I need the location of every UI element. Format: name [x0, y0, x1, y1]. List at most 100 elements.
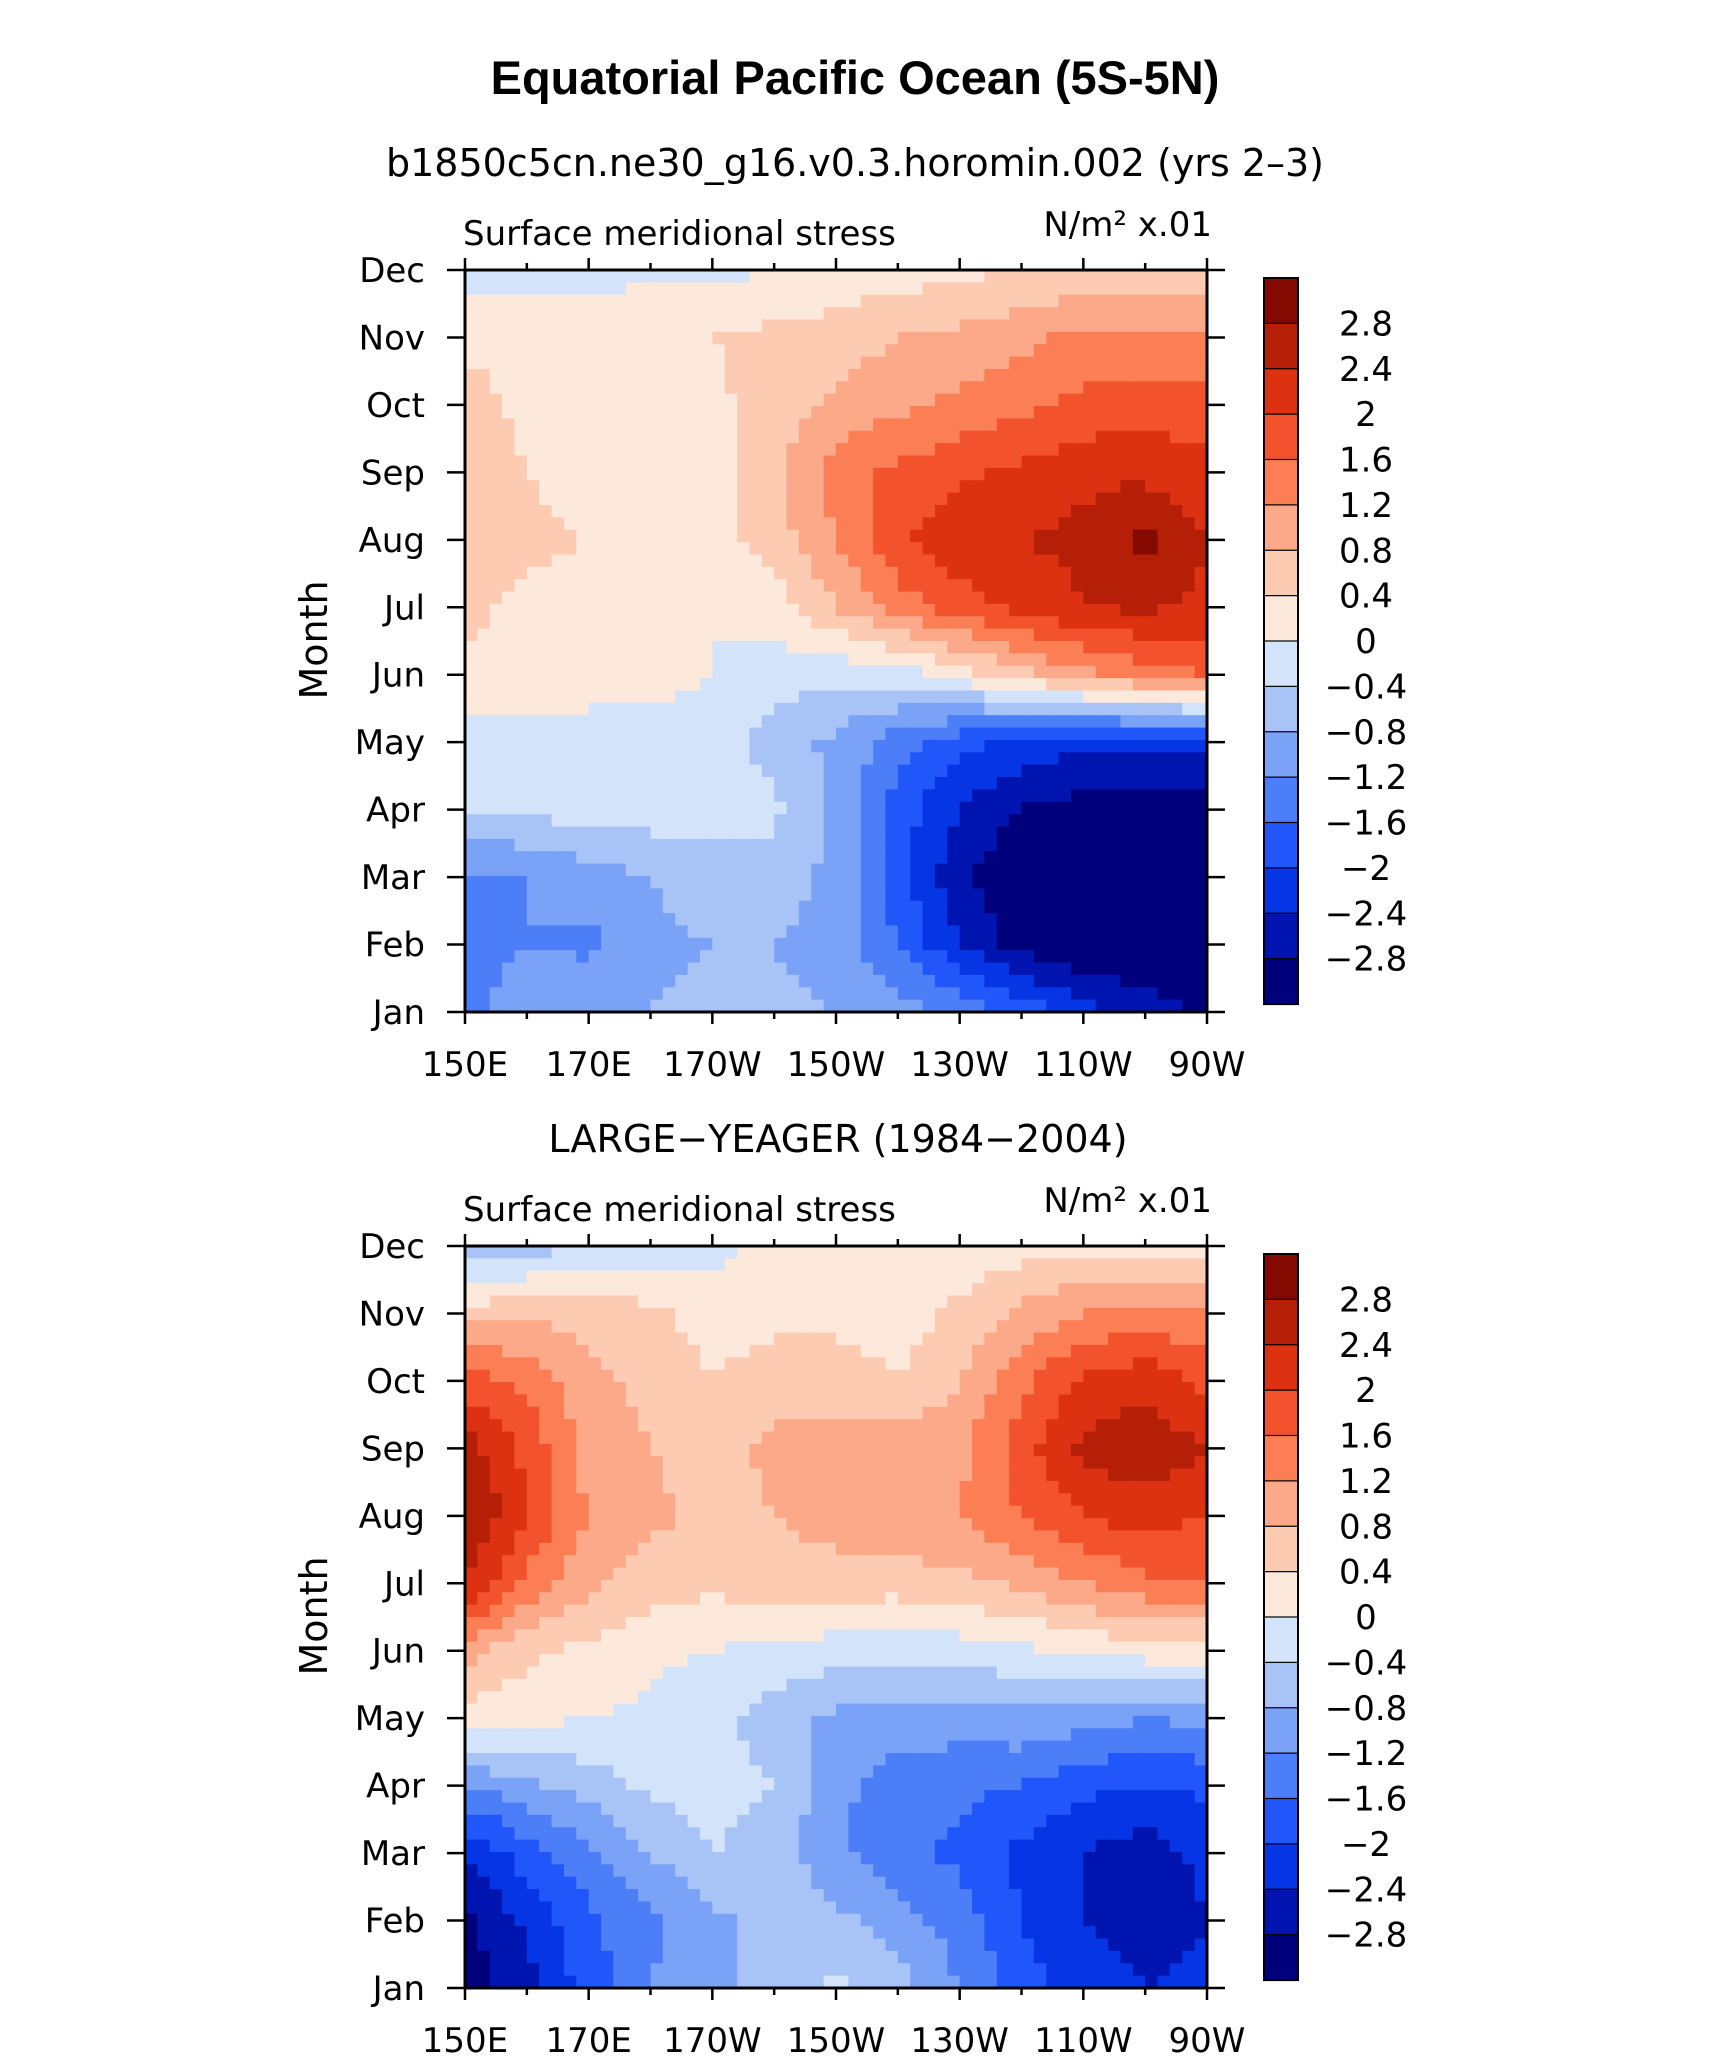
p1-cell	[1194, 801, 1208, 815]
p1-cell	[1182, 542, 1196, 556]
p2-cell	[675, 1505, 689, 1519]
panel-1-y-axis-title: Month	[292, 580, 336, 699]
p1-cell	[712, 542, 726, 556]
p2-cell	[811, 1394, 825, 1408]
p1-cell	[489, 727, 503, 741]
p1-cell	[650, 430, 664, 444]
p1-cell	[873, 554, 887, 568]
p1-cell	[1182, 443, 1196, 457]
p1-cell	[1070, 270, 1084, 283]
p1-cell	[749, 393, 763, 407]
p2-cell	[601, 1246, 614, 1259]
p1-cell	[848, 368, 862, 382]
p2-cell	[514, 1270, 528, 1284]
p1-cell	[712, 430, 726, 444]
p1-cell	[563, 653, 577, 667]
p1-cell	[959, 616, 973, 630]
p1-cell	[761, 579, 775, 593]
p1-cell	[897, 875, 911, 889]
p1-cell	[601, 443, 614, 457]
p1-cell	[786, 900, 800, 914]
p2-cell	[1145, 1468, 1159, 1482]
p1-cell	[984, 628, 998, 642]
p1-cell	[489, 406, 503, 419]
p1-cell	[551, 851, 565, 865]
p1-cell	[1145, 974, 1159, 988]
p2-cell	[576, 1270, 590, 1284]
p2-cell	[897, 1443, 911, 1457]
p1-cell	[1194, 999, 1208, 1013]
p1-cell	[1120, 591, 1134, 605]
p1-cell	[563, 603, 577, 617]
p1-cell	[761, 814, 775, 828]
p1-cell	[860, 678, 874, 692]
p1-cell	[675, 987, 689, 1001]
p1-cell	[737, 282, 751, 296]
p1-cell	[1009, 603, 1023, 617]
p1-cell	[972, 529, 985, 543]
p1-cell	[1120, 937, 1134, 951]
p1-cell	[650, 653, 664, 667]
p2-cell	[737, 1406, 751, 1420]
p1-cell	[885, 801, 899, 815]
p2-cell	[514, 1283, 528, 1297]
p1-cell	[687, 430, 701, 444]
p2-cell	[551, 1419, 565, 1433]
p1-cell	[823, 331, 837, 345]
p1-cell	[1145, 962, 1159, 976]
p1-cell	[934, 628, 948, 642]
p1-cell	[1194, 702, 1208, 716]
p2-cell	[860, 1344, 874, 1358]
p1-x-tick-label: 90W	[1169, 1045, 1246, 1085]
p1-cell	[588, 987, 602, 1001]
p2-cell	[502, 1382, 516, 1395]
p2-cell	[1108, 1332, 1122, 1346]
p2-cell	[514, 1295, 528, 1309]
p1-cell	[1009, 678, 1023, 692]
p1-cell	[638, 715, 652, 729]
p2-cell	[650, 1332, 664, 1346]
p1-cell	[873, 294, 887, 308]
p1-cell	[885, 826, 899, 840]
p2-cell	[934, 1344, 948, 1358]
p1-cell	[526, 418, 540, 432]
p1-cell	[1070, 307, 1084, 321]
p1-cell	[1145, 517, 1159, 531]
p2-cell	[1009, 1406, 1023, 1420]
p1-cell	[539, 925, 553, 939]
p2-cell	[1021, 1357, 1035, 1371]
p2-cell	[947, 1246, 961, 1259]
p2-cell	[959, 1246, 973, 1259]
p1-cell	[1033, 356, 1047, 370]
p1-cell	[1009, 270, 1023, 283]
p1-cell	[1033, 665, 1047, 679]
p1-cell	[774, 863, 788, 877]
p1-cell	[786, 739, 800, 753]
p1-cell	[638, 603, 652, 617]
p1-cell	[897, 356, 911, 370]
p2-cell	[848, 1246, 862, 1259]
p2-cell	[1169, 1443, 1183, 1457]
p2-cell	[836, 1406, 849, 1420]
p2-cell	[477, 1258, 491, 1272]
p1-cell	[539, 368, 553, 382]
p1-cell	[922, 591, 936, 605]
p2-cell	[947, 1320, 961, 1334]
p1-cell	[576, 368, 590, 382]
p2-cell	[798, 1320, 812, 1334]
p1-cell	[1021, 752, 1035, 766]
p1-cell	[1033, 962, 1047, 976]
p2-cell	[638, 1431, 652, 1445]
p1-cell	[984, 492, 998, 506]
p1-cell	[1021, 307, 1035, 321]
p1-cell	[1132, 529, 1146, 543]
p1-cell	[897, 381, 911, 395]
p1-cell	[836, 863, 849, 877]
p1-cell	[823, 603, 837, 617]
p2-cell	[749, 1270, 763, 1284]
p1-cell	[910, 566, 924, 580]
p1-cell	[514, 888, 528, 902]
p1-cell	[836, 838, 849, 852]
p1-cell	[959, 406, 973, 419]
p1-cell	[502, 653, 516, 667]
